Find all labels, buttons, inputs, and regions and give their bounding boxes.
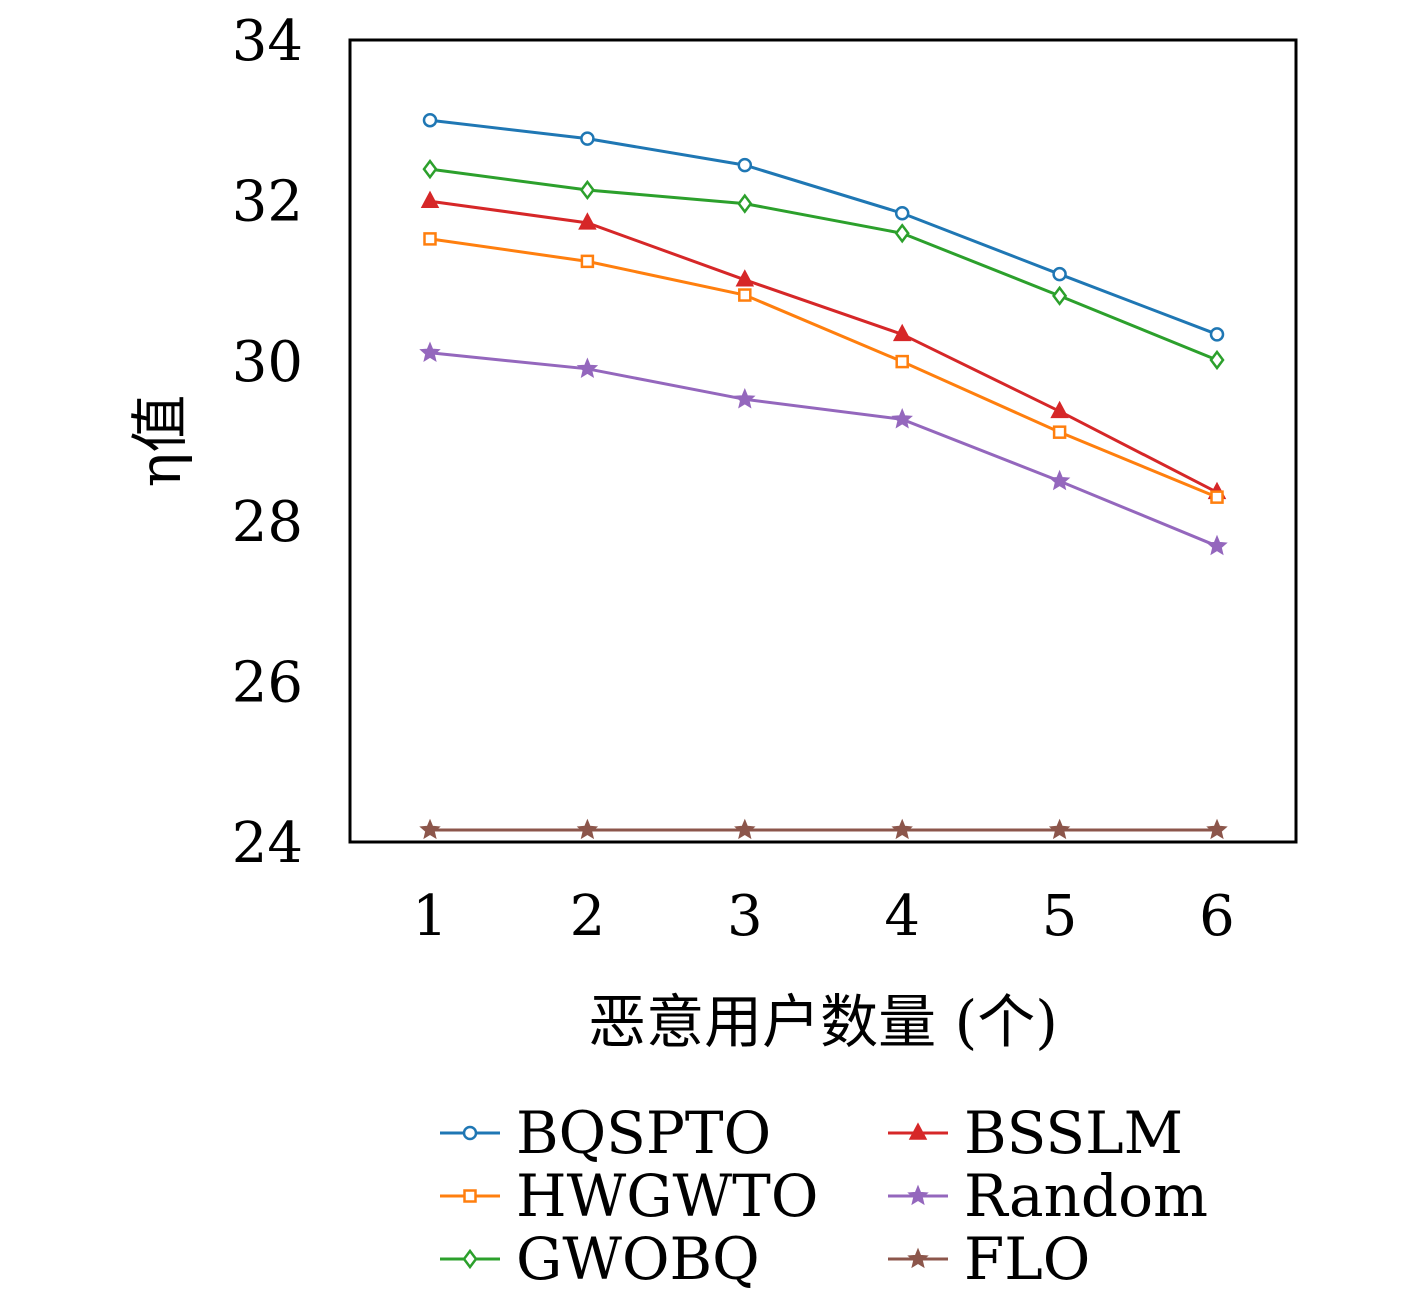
- y-tick-label: 26: [232, 651, 303, 716]
- legend-label: GWOBQ: [516, 1225, 760, 1293]
- data-point: [419, 341, 441, 362]
- series-line: [429, 237, 1218, 499]
- data-point: [1050, 400, 1069, 419]
- series-gwobq: [422, 159, 1225, 371]
- legend: BQSPTO BSSLM HWGWTO Random GWOBQ FLO: [440, 1099, 1208, 1293]
- data-point: [422, 112, 438, 128]
- data-point: [1210, 490, 1224, 504]
- y-tick-label: 32: [232, 169, 303, 234]
- series-hwgwto: [423, 232, 1224, 504]
- data-point: [1209, 349, 1225, 371]
- data-point: [895, 354, 909, 369]
- y-tick-label: 24: [232, 811, 303, 876]
- series-bqspto: [422, 112, 1225, 342]
- y-tick-label: 34: [232, 9, 303, 74]
- series-line: [429, 199, 1218, 494]
- data-point: [734, 387, 756, 409]
- data-point: [419, 818, 441, 840]
- series-bsslm: [420, 190, 1227, 500]
- legend-marker: [907, 1247, 929, 1269]
- y-tick-label: 28: [232, 490, 303, 555]
- data-point: [735, 269, 755, 287]
- legend-label: FLO: [964, 1225, 1090, 1293]
- data-point: [734, 818, 756, 840]
- x-tick-label: 4: [884, 884, 920, 949]
- x-axis-label: 恶意用户数量 (个): [588, 988, 1058, 1056]
- data-point: [894, 205, 910, 221]
- x-tick-label: 2: [570, 884, 606, 949]
- data-point: [894, 223, 910, 244]
- legend-label: BQSPTO: [516, 1099, 771, 1167]
- legend-marker: [907, 1184, 929, 1206]
- data-point: [1048, 818, 1071, 840]
- legend-marker: [908, 1122, 928, 1140]
- data-point: [578, 212, 597, 230]
- legend-item-gwobq: GWOBQ: [440, 1225, 760, 1293]
- data-point: [1206, 818, 1228, 840]
- legend-item-hwgwto: HWGWTO: [440, 1162, 818, 1230]
- data-point: [423, 232, 437, 246]
- y-tick-label: 30: [232, 330, 303, 395]
- data-point: [580, 254, 595, 269]
- legend-marker: [462, 1248, 478, 1270]
- data-point: [737, 157, 753, 173]
- legend-label: Random: [964, 1162, 1208, 1230]
- data-point: [737, 193, 753, 214]
- series-line: [429, 167, 1218, 362]
- data-point: [580, 131, 595, 146]
- legend-item-random: Random: [888, 1162, 1208, 1230]
- data-point: [1052, 266, 1067, 282]
- x-tick-label: 3: [727, 884, 763, 949]
- series-flo: [419, 818, 1228, 840]
- series-random: [419, 341, 1228, 556]
- data-point: [422, 159, 438, 180]
- legend-label: BSSLM: [964, 1099, 1183, 1167]
- data-point: [1206, 534, 1228, 556]
- data-point: [891, 407, 913, 429]
- legend-item-bqspto: BQSPTO: [440, 1099, 771, 1167]
- x-tick-label: 6: [1199, 884, 1235, 949]
- plot-frame: [348, 38, 1298, 844]
- data-point: [420, 190, 440, 208]
- data-point: [1052, 285, 1068, 306]
- data-point: [1209, 327, 1225, 342]
- legend-label: HWGWTO: [516, 1162, 818, 1230]
- legend-marker: [462, 1125, 478, 1141]
- series-line: [429, 118, 1218, 336]
- data-point: [576, 818, 599, 840]
- data-point: [738, 288, 752, 302]
- legend-item-bsslm: BSSLM: [888, 1099, 1183, 1167]
- data-point: [892, 323, 912, 342]
- legend-marker: [463, 1189, 477, 1203]
- series-line: [429, 351, 1218, 548]
- x-tick-label: 1: [412, 884, 448, 949]
- legend-item-flo: FLO: [888, 1225, 1090, 1293]
- data-point: [1052, 425, 1067, 439]
- data-point: [1048, 469, 1071, 491]
- data-point: [891, 818, 913, 840]
- x-tick-label: 5: [1042, 884, 1078, 949]
- data-point: [576, 357, 599, 378]
- y-axis-label: η值: [126, 395, 194, 488]
- data-point: [579, 179, 595, 201]
